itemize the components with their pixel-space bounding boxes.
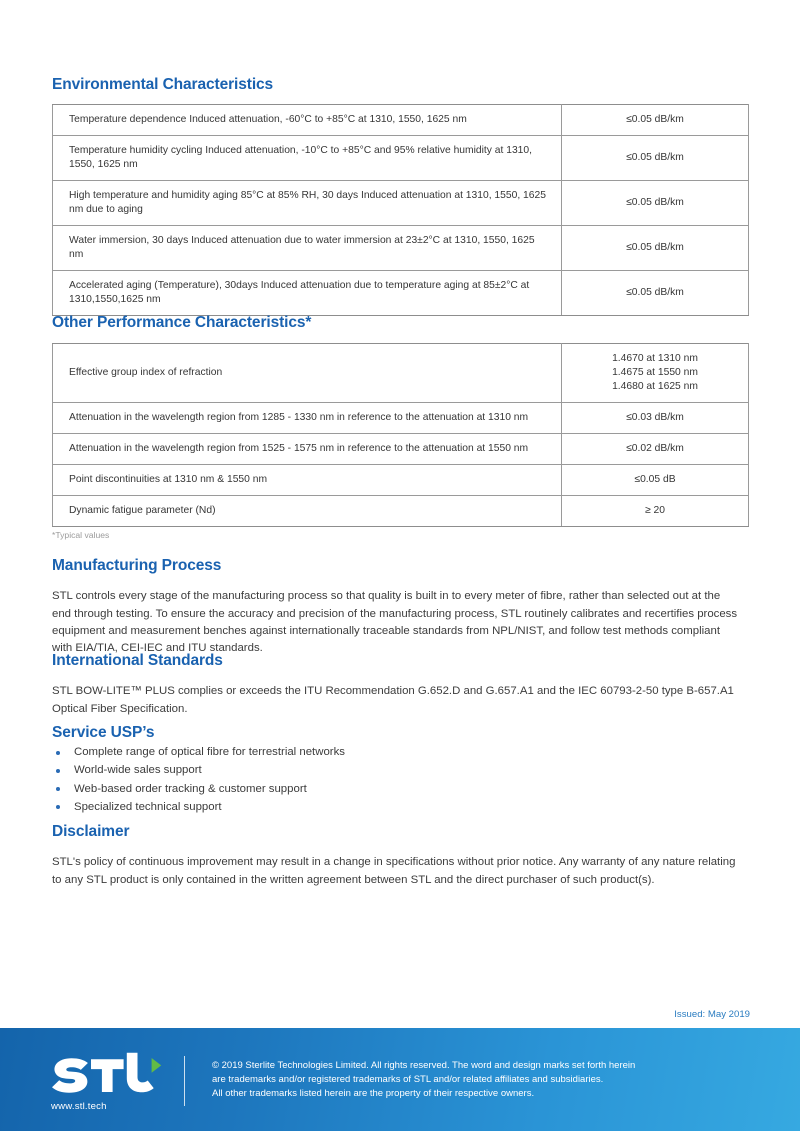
stl-logo-url[interactable]: www.stl.tech <box>51 1101 107 1112</box>
bullet-icon <box>56 768 60 773</box>
footer-copyright-line: are trademarks and/or registered tradema… <box>212 1074 604 1086</box>
list-item: World-wide sales support <box>52 763 345 778</box>
list-item: Specialized technical support <box>52 800 345 815</box>
section-heading-disclaimer: Disclaimer <box>52 823 130 840</box>
section-heading-environmental: Environmental Characteristics <box>52 76 274 93</box>
table-cell-label: Attenuation in the wavelength region fro… <box>52 402 562 434</box>
disclaimer-paragraph: STL's policy of continuous improvement m… <box>52 856 736 886</box>
typical-values-note: *Typical values <box>52 530 110 540</box>
section-heading-other-performance: Other Performance Characteristics* <box>52 314 312 331</box>
section-heading-international-standards: International Standards <box>52 652 223 669</box>
section-heading-service-usps: Service USP’s <box>52 724 155 741</box>
footer-copyright: © 2019 Sterlite Technologies Limited. Al… <box>212 1059 732 1102</box>
table-row: Attenuation in the wavelength region fro… <box>52 433 749 465</box>
issued-date: Issued: May 2019 <box>674 1009 750 1020</box>
list-item-label: Web-based order tracking & customer supp… <box>74 782 307 795</box>
page-footer: www.stl.tech © 2019 Sterlite Technologie… <box>0 1028 800 1131</box>
list-item: Web-based order tracking & customer supp… <box>52 782 345 797</box>
table-row: Water immersion, 30 days Induced attenua… <box>52 225 749 271</box>
bullet-icon <box>56 750 60 755</box>
table-cell-value: ≤0.05 dB/km <box>561 135 749 181</box>
manufacturing-process-paragraph: STL controls every stage of the manufact… <box>52 590 738 655</box>
table-row: High temperature and humidity aging 85°C… <box>52 180 749 226</box>
footer-divider <box>184 1056 185 1106</box>
table-cell-label: Point discontinuities at 1310 nm & 1550 … <box>52 464 562 496</box>
list-item: Complete range of optical fibre for terr… <box>52 745 345 760</box>
table-cell-value: ≤0.05 dB/km <box>561 104 749 136</box>
service-usp-list: Complete range of optical fibre for terr… <box>52 745 345 818</box>
table-cell-label: Dynamic fatigue parameter (Nd) <box>52 495 562 527</box>
footer-copyright-line: All other trademarks listed herein are t… <box>212 1088 535 1100</box>
table-row: Temperature dependence Induced attenuati… <box>52 104 749 136</box>
table-cell-value: ≥ 20 <box>561 495 749 527</box>
table-cell-value: ≤0.05 dB/km <box>561 180 749 226</box>
table-cell-value: ≤0.05 dB <box>561 464 749 496</box>
table-cell-label: Water immersion, 30 days Induced attenua… <box>52 225 562 271</box>
table-cell-label: Temperature humidity cycling Induced att… <box>52 135 562 181</box>
table-cell-value: ≤0.02 dB/km <box>561 433 749 465</box>
table-row: Effective group index of refraction 1.46… <box>52 343 749 403</box>
stl-logo[interactable]: www.stl.tech <box>48 1052 168 1112</box>
table-cell-value: ≤0.03 dB/km <box>561 402 749 434</box>
bullet-icon <box>56 787 60 792</box>
table-cell-value: ≤0.05 dB/km <box>561 270 749 316</box>
table-cell-value: 1.4670 at 1310 nm 1.4675 at 1550 nm 1.46… <box>561 343 749 403</box>
environmental-characteristics-table: Temperature dependence Induced attenuati… <box>52 104 749 316</box>
table-cell-label: Temperature dependence Induced attenuati… <box>52 104 562 136</box>
table-row: Point discontinuities at 1310 nm & 1550 … <box>52 464 749 496</box>
section-heading-manufacturing-process: Manufacturing Process <box>52 557 222 574</box>
footer-copyright-line: © 2019 Sterlite Technologies Limited. Al… <box>212 1060 636 1071</box>
table-cell-label: Attenuation in the wavelength region fro… <box>52 433 562 465</box>
table-row: Dynamic fatigue parameter (Nd) ≥ 20 <box>52 495 749 527</box>
table-row: Attenuation in the wavelength region fro… <box>52 402 749 434</box>
table-cell-label: Effective group index of refraction <box>52 343 562 403</box>
table-cell-label: Accelerated aging (Temperature), 30days … <box>52 270 562 316</box>
list-item-label: Specialized technical support <box>74 800 222 813</box>
table-cell-value: ≤0.05 dB/km <box>561 225 749 271</box>
environmental-table-body: Temperature dependence Induced attenuati… <box>52 104 749 316</box>
international-standards-paragraph: STL BOW-LITE™ PLUS complies or exceeds t… <box>52 685 734 715</box>
table-cell-label: High temperature and humidity aging 85°C… <box>52 180 562 226</box>
other-performance-characteristics-table: Effective group index of refraction 1.46… <box>52 343 749 527</box>
table-row: Temperature humidity cycling Induced att… <box>52 135 749 181</box>
list-item-label: World-wide sales support <box>74 764 202 777</box>
other-performance-table-body: Effective group index of refraction 1.46… <box>52 343 749 527</box>
bullet-icon <box>56 805 60 810</box>
list-item-label: Complete range of optical fibre for terr… <box>74 746 345 758</box>
table-row: Accelerated aging (Temperature), 30days … <box>52 270 749 316</box>
stl-logo-icon <box>52 1052 162 1093</box>
